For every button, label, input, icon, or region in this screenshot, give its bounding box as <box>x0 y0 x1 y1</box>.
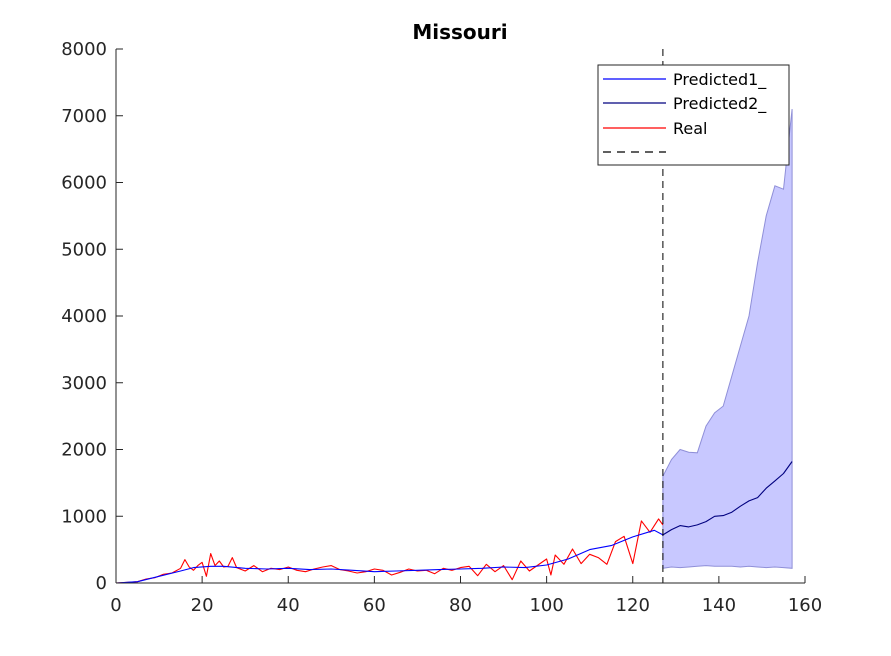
x-tick-label: 20 <box>191 595 214 616</box>
y-tick-label: 1000 <box>61 506 107 527</box>
y-tick-label: 8000 <box>61 39 107 60</box>
x-tick-label: 60 <box>363 595 386 616</box>
y-tick-label: 0 <box>96 573 107 594</box>
y-tick-label: 5000 <box>61 239 107 260</box>
x-tick-label: 160 <box>788 595 822 616</box>
chart-title: Missouri <box>412 20 507 44</box>
prediction-band <box>662 109 793 569</box>
y-tick-label: 6000 <box>61 173 107 194</box>
x-tick-label: 140 <box>702 595 736 616</box>
plot-area <box>115 49 793 584</box>
x-tick-label: 100 <box>529 595 563 616</box>
series-predicted1-line <box>115 529 664 584</box>
series-real-line <box>115 518 664 584</box>
legend-box <box>597 64 790 166</box>
y-tick-label: 3000 <box>61 373 107 394</box>
y-tick-label: 2000 <box>61 440 107 461</box>
y-tick-label: 4000 <box>61 306 107 327</box>
legend-label-real: Real <box>673 119 708 138</box>
x-tick-label: 40 <box>277 595 300 616</box>
y-tick-label: 7000 <box>61 106 107 127</box>
series-predicted2-line <box>662 461 793 536</box>
x-tick-label: 80 <box>449 595 472 616</box>
legend-label-predicted2: Predicted2_ <box>673 94 767 114</box>
axes: 0 20 40 60 80 100 120 140 160 0 1000 2000 3000 4000 50… <box>61 39 822 616</box>
legend-label-predicted1: Predicted1_ <box>673 70 767 90</box>
x-tick-label: 120 <box>616 595 650 616</box>
x-tick-label: 0 <box>110 595 121 616</box>
legend: Predicted1_ Predicted2_ Real <box>597 64 790 166</box>
